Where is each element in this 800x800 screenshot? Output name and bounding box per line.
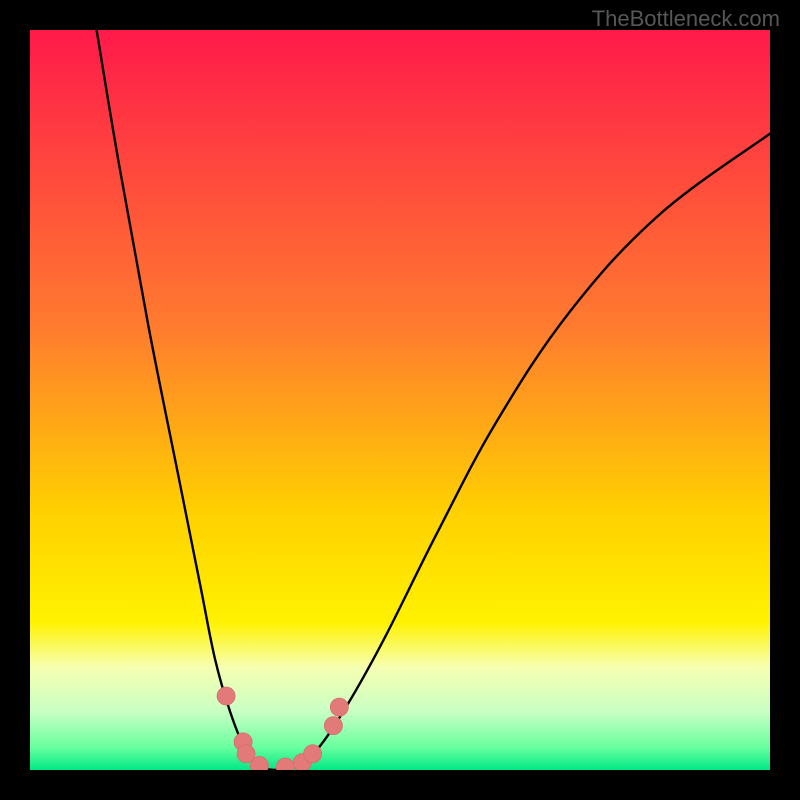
bottleneck-curve-left — [97, 30, 275, 770]
data-marker — [304, 745, 322, 763]
bottleneck-curve-right — [274, 134, 770, 770]
plot-area — [30, 30, 770, 770]
chart-frame: TheBottleneck.com — [0, 0, 800, 800]
data-marker — [276, 758, 294, 770]
data-marker — [330, 698, 348, 716]
curve-overlay — [30, 30, 770, 770]
watermark-text: TheBottleneck.com — [592, 6, 780, 32]
data-marker — [324, 717, 342, 735]
data-marker — [217, 687, 235, 705]
